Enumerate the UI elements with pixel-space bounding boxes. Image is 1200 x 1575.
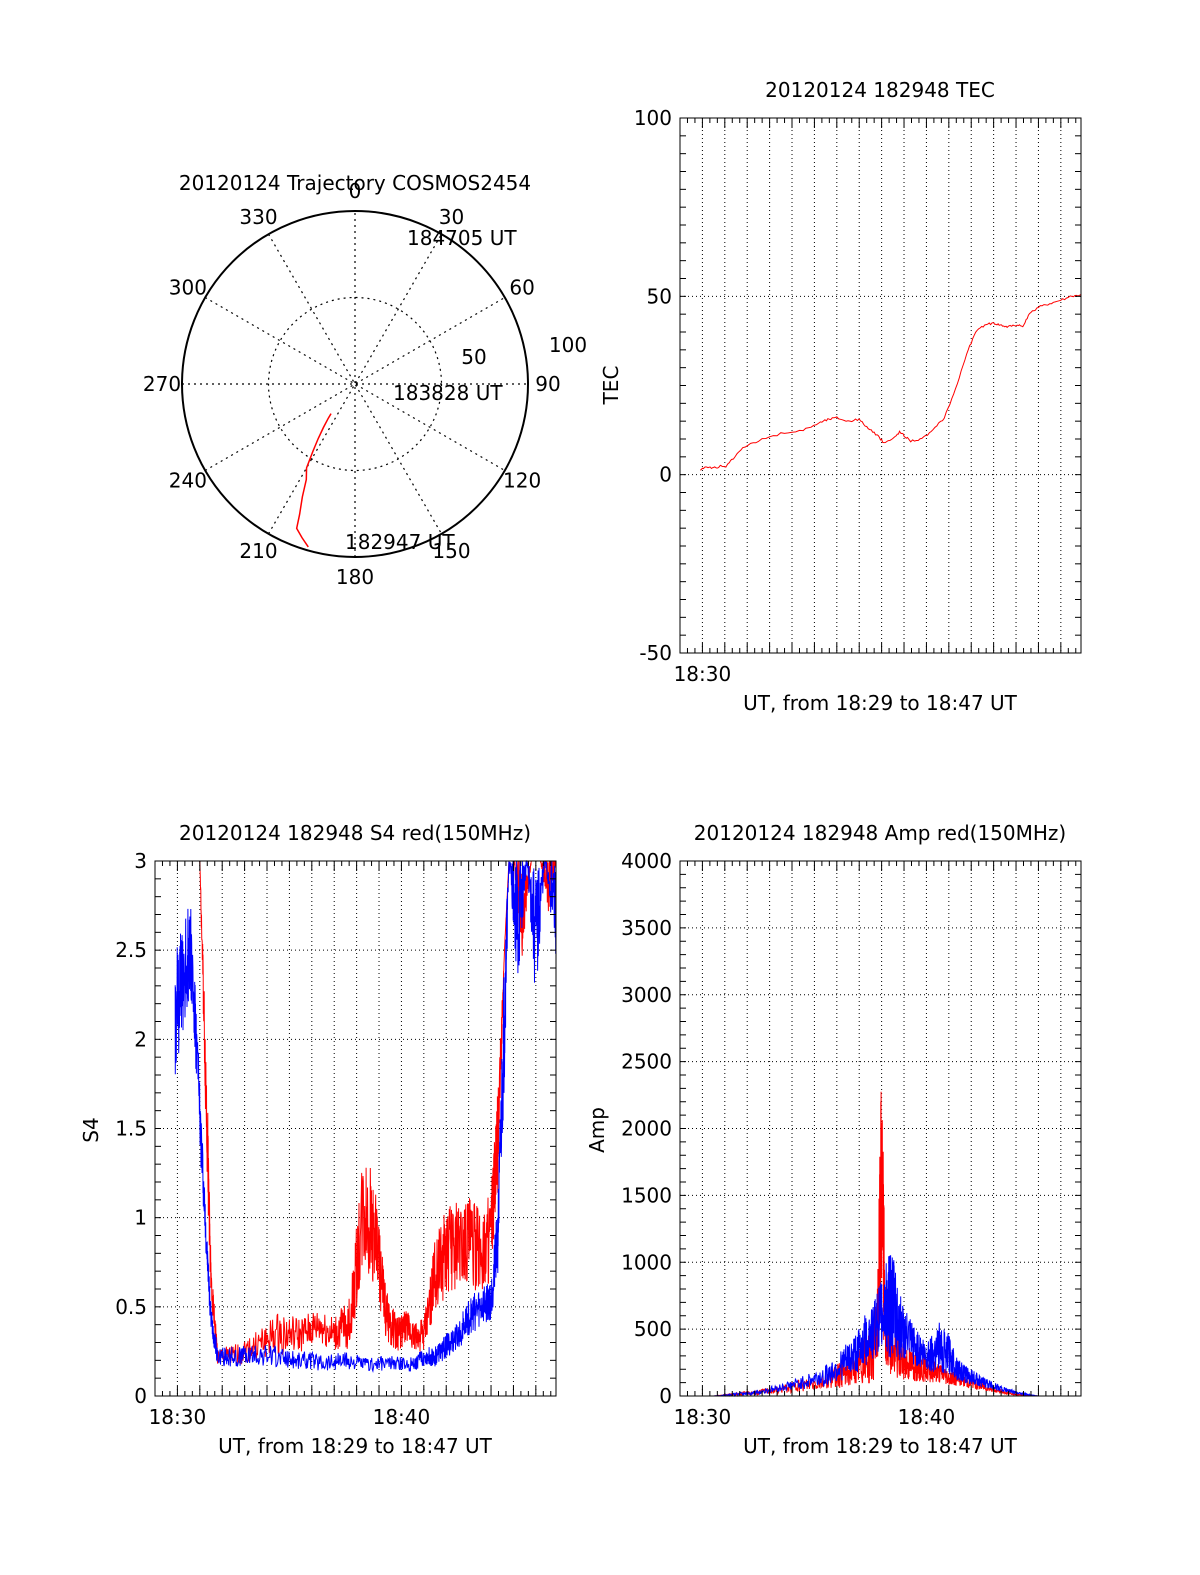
radial-label-50: 50: [461, 345, 486, 369]
annotation-mid-time: 183828 UT: [393, 381, 503, 405]
y-tick-label: 3000: [621, 983, 672, 1007]
tec-line-red: [699, 294, 1082, 471]
x-tick-label: 18:40: [373, 1405, 431, 1429]
y-tick-label: 50: [647, 284, 672, 308]
s4-ticks: 0 0.5 1 1.5 2 2.5 3 18:30 18:40: [115, 849, 556, 1429]
tec-ylabel: TEC: [599, 366, 623, 406]
polar-spoke: [267, 233, 443, 535]
angle-label: 150: [432, 539, 470, 563]
polar-spoke: [204, 296, 506, 472]
amp-title: 20120124 182948 Amp red(150MHz): [694, 821, 1066, 845]
y-tick-label: -50: [639, 641, 672, 665]
polar-spoke: [204, 296, 506, 472]
y-tick-label: 500: [634, 1317, 672, 1341]
s4-series: [174, 859, 557, 1374]
tec-panel: 20120124 182948 TEC -50 0 50 100 18:30 UT, f…: [599, 78, 1082, 715]
y-tick-label: 0.5: [115, 1295, 147, 1319]
amp-panel: 20120124 182948 Amp red(150MHz) 0 500 1000…: [585, 821, 1082, 1458]
y-tick-label: 0: [659, 1384, 672, 1408]
polar-outer-circle: [181, 210, 529, 558]
y-tick-label: 2500: [621, 1050, 672, 1074]
x-tick-label: 18:40: [898, 1405, 956, 1429]
x-tick-label: 18:30: [149, 1405, 207, 1429]
s4-title: 20120124 182948 S4 red(150MHz): [179, 821, 531, 845]
s4-ylabel: S4: [79, 1117, 103, 1142]
x-tick-label: 18:30: [674, 662, 732, 686]
trajectory-panel: 20120124 Trajectory COSMOS2454 0 30 60 90 12…: [143, 171, 587, 589]
y-tick-label: 0: [134, 1384, 147, 1408]
angle-label: 180: [336, 565, 374, 589]
trajectory-line: [295, 413, 332, 548]
angle-label: 90: [535, 372, 560, 396]
tec-frame: [679, 117, 1082, 654]
angle-label: 0: [349, 179, 362, 203]
polar-spoke: [267, 233, 443, 535]
radial-label-100: 100: [549, 333, 587, 357]
y-tick-label: 0: [659, 463, 672, 487]
angle-label: 270: [143, 372, 181, 396]
polar-grid: [182, 211, 528, 557]
trajectory-series: [295, 413, 332, 548]
y-tick-label: 100: [634, 106, 672, 130]
angle-label: 300: [169, 276, 207, 300]
y-tick-label: 3500: [621, 916, 672, 940]
annotation-start-time: 182947 UT: [345, 530, 455, 554]
amp-ticks: 0 500 1000 1500 2000 2500 3000 3500 4000 18:30 18:…: [621, 849, 1081, 1429]
trajectory-title: 20120124 Trajectory COSMOS2454: [179, 171, 531, 195]
s4-line-red: [175, 860, 557, 1365]
angle-label: 210: [239, 539, 277, 563]
y-tick-label: 2000: [621, 1117, 672, 1141]
tec-title: 20120124 182948 TEC: [765, 78, 995, 102]
y-tick-label: 3: [134, 849, 147, 873]
amp-ylabel: Amp: [585, 1107, 609, 1153]
y-tick-label: 2.5: [115, 938, 147, 962]
y-tick-label: 1500: [621, 1183, 672, 1207]
y-tick-label: 1000: [621, 1250, 672, 1274]
tec-series: [699, 294, 1082, 471]
angle-label: 240: [169, 469, 207, 493]
angle-label: 330: [239, 205, 277, 229]
x-tick-label: 18:30: [674, 1405, 732, 1429]
angle-label: 60: [509, 276, 534, 300]
s4-xlabel: UT, from 18:29 to 18:47 UT: [218, 1434, 493, 1458]
s4-panel: 20120124 182948 S4 red(150MHz) 0 0.5 1 1.5 2…: [79, 821, 557, 1458]
tec-grid: [680, 117, 1081, 654]
y-tick-label: 1: [134, 1206, 147, 1230]
y-tick-label: 2: [134, 1027, 147, 1051]
amp-line-blue: [700, 1255, 1081, 1398]
angle-label: 120: [503, 469, 541, 493]
annotation-end-time: 184705 UT: [407, 226, 517, 250]
amp-xlabel: UT, from 18:29 to 18:47 UT: [743, 1434, 1018, 1458]
y-tick-label: 4000: [621, 849, 672, 873]
amp-series: [700, 1091, 1081, 1398]
tec-xlabel: UT, from 18:29 to 18:47 UT: [743, 691, 1018, 715]
tec-ticks: -50 0 50 100 18:30: [634, 106, 1081, 686]
y-tick-label: 1.5: [115, 1117, 147, 1141]
angle-label: 30: [439, 205, 464, 229]
polar-angle-labels: 0 30 60 90 120 150 180 210 240 270 300 330: [143, 179, 561, 589]
